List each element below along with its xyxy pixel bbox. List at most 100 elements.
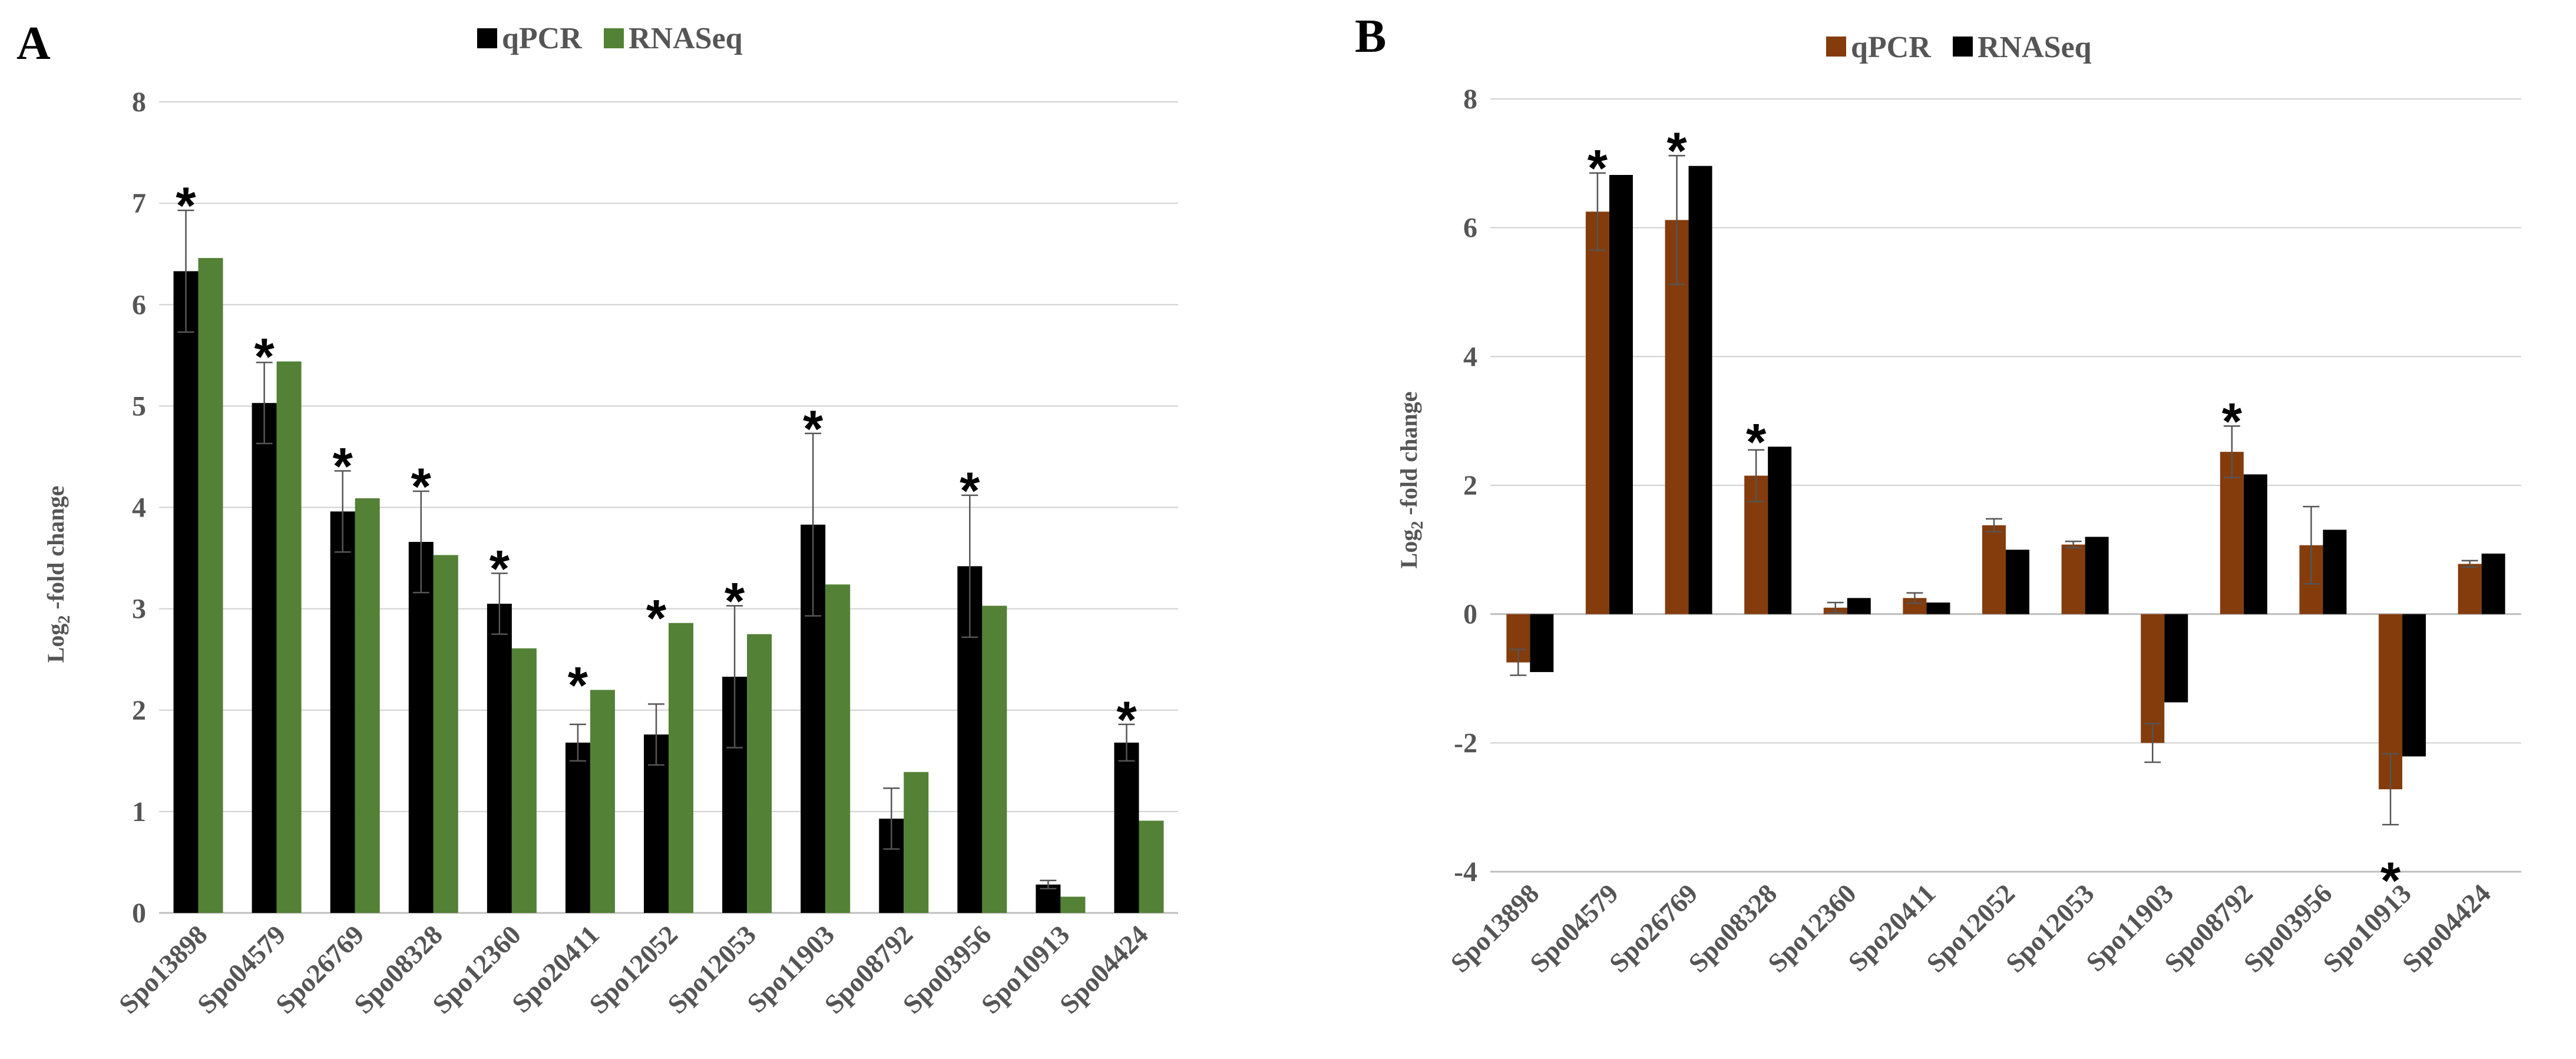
significance-star: * [1116, 690, 1137, 749]
x-tick-label: Spo12053 [2000, 878, 2100, 978]
panel-a: A qPCR RNASeq Log2 -fold change 0 1 2 3 4 5 6 7… [16, 18, 1178, 1020]
bar-qpcr-spo04579 [252, 403, 277, 913]
significance-star: * [646, 589, 667, 647]
panel-b-plot-area: -4-202468Spo13898*Spo04579*Spo26769*Spo0… [1445, 84, 2521, 978]
error-bar-spo03956 [2303, 505, 2320, 585]
error-bar-spo10913 [2382, 753, 2399, 826]
y-tick-label: 2 [132, 695, 146, 726]
error-bar-spo12053 [726, 605, 743, 749]
bar-qpcr-spo08328 [408, 542, 434, 913]
legend-swatch-rnaseq [604, 28, 624, 48]
bar-rnaseq-spo03956 [982, 605, 1007, 913]
y-tick-label: 8 [1463, 84, 1477, 115]
bar-rnaseq-spo04579 [1609, 175, 1633, 614]
significance-star: * [960, 461, 980, 519]
error-bar-spo10913 [1040, 879, 1057, 889]
error-bar-spo26769 [334, 470, 351, 553]
legend-swatch-rnaseq [1953, 37, 1973, 57]
y-tick-label: 4 [132, 492, 146, 524]
bar-rnaseq-spo26769 [355, 498, 380, 913]
y-tick-label: 3 [132, 594, 146, 625]
error-bar-spo11903 [805, 432, 822, 617]
bar-rnaseq-spo11903 [825, 584, 851, 913]
error-bar-spo12360 [491, 572, 508, 635]
bar-qpcr-spo04424 [2458, 564, 2482, 614]
significance-star: * [490, 539, 510, 597]
bar-rnaseq-spo10913 [1060, 896, 1086, 913]
panel-a-letter: A [16, 18, 51, 70]
error-bar-spo04579 [1589, 172, 1606, 251]
bar-rnaseq-spo11903 [2164, 614, 2188, 703]
significance-star: * [333, 437, 353, 495]
significance-star: * [1588, 139, 1608, 197]
y-tick-label: 6 [1463, 213, 1477, 244]
significance-star: * [254, 327, 275, 386]
bar-rnaseq-spo04424 [1139, 820, 1164, 913]
error-bar-spo04424 [2461, 560, 2478, 568]
error-bar-spo12360 [1827, 601, 1844, 614]
panel-b-legend: qPCR RNASeq [1826, 31, 2092, 64]
legend-label-rnaseq: RNASeq [629, 22, 743, 55]
y-tick-label: 8 [132, 87, 146, 118]
panel-b-letter: B [1355, 11, 1386, 62]
significance-star: * [411, 457, 432, 515]
error-bar-spo20411 [569, 723, 586, 762]
bar-rnaseq-spo12052 [2006, 550, 2029, 614]
bar-qpcr-spo26769 [1665, 220, 1689, 614]
y-tick-label: 5 [132, 390, 146, 422]
y-tick-label: -4 [1454, 856, 1477, 888]
y-tick-label: 2 [1463, 470, 1477, 501]
significance-star: * [725, 571, 745, 630]
y-tick-label: 6 [132, 289, 146, 320]
error-bar-spo08792 [2223, 425, 2240, 479]
bar-rnaseq-spo13898 [1530, 614, 1554, 673]
x-tick-label: Spo04424 [2396, 878, 2496, 978]
bar-qpcr-spo12053 [2061, 544, 2085, 614]
legend-label-rnaseq: RNASeq [1978, 31, 2092, 64]
error-bar-spo04424 [1118, 723, 1135, 762]
significance-star: * [568, 656, 588, 714]
x-tick-label: Spo12360 [1762, 878, 1862, 978]
error-bar-spo12053 [2065, 540, 2082, 549]
error-bar-spo11903 [2144, 723, 2161, 763]
bar-qpcr-spo08792 [2220, 452, 2244, 614]
legend-label-qpcr: qPCR [502, 22, 583, 55]
y-tick-label: 7 [132, 188, 146, 219]
bar-qpcr-spo04579 [1585, 211, 1609, 614]
significance-star: * [1746, 412, 1767, 471]
bar-rnaseq-spo12052 [669, 623, 693, 913]
panel-a-legend: qPCR RNASeq [477, 22, 743, 55]
significance-star: * [176, 176, 196, 234]
bar-rnaseq-spo26769 [1688, 166, 1712, 614]
bar-qpcr-spo12052 [1982, 525, 2006, 614]
bar-rnaseq-spo10913 [2402, 614, 2426, 757]
bar-rnaseq-spo20411 [1926, 602, 1950, 614]
bar-rnaseq-spo08792 [2243, 474, 2267, 614]
bar-qpcr-spo12360 [487, 604, 512, 913]
bar-rnaseq-spo03956 [2323, 530, 2347, 614]
legend-swatch-qpcr [477, 28, 497, 48]
bar-qpcr-spo04424 [1114, 742, 1139, 913]
panel-a-y-axis-label: Log2 -fold change [42, 486, 74, 663]
y-tick-label: 1 [132, 796, 146, 828]
error-bar-spo08328 [412, 490, 429, 594]
bar-rnaseq-spo04579 [276, 361, 302, 913]
bar-rnaseq-spo12053 [2085, 537, 2109, 614]
bar-qpcr-spo20411 [565, 742, 590, 913]
error-bar-spo03956 [961, 494, 978, 638]
error-bar-spo04579 [256, 362, 273, 445]
error-bar-spo08328 [1748, 449, 1765, 502]
bar-qpcr-spo13898 [173, 271, 199, 914]
error-bar-spo26769 [1668, 154, 1685, 286]
significance-star: * [2380, 851, 2401, 909]
significance-star: * [2222, 392, 2243, 450]
bar-rnaseq-spo12360 [511, 648, 537, 913]
significance-star: * [1666, 121, 1687, 180]
bar-rnaseq-spo12053 [747, 634, 772, 913]
bar-rnaseq-spo08328 [1768, 446, 1792, 614]
legend-label-qpcr: qPCR [1851, 31, 1932, 64]
error-bar-spo12052 [1986, 518, 2002, 532]
bar-rnaseq-spo08792 [904, 772, 929, 913]
error-bar-spo13898 [1510, 648, 1527, 676]
